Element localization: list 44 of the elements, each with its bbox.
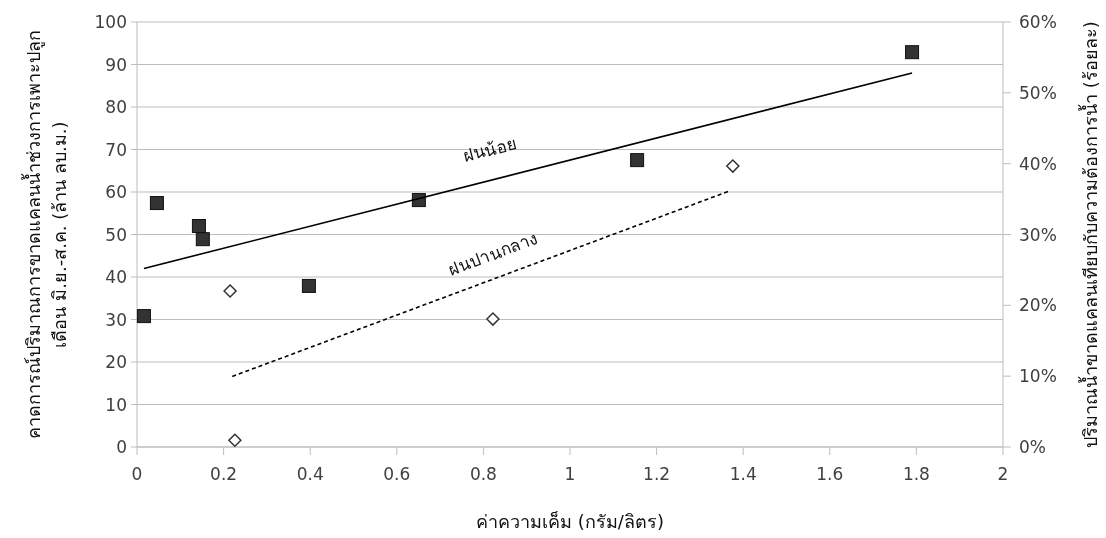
annotation: ฝนน้อย [461,133,519,166]
x-axis-title: ค่าความเค็ม (กรัม/ลิตร) [476,510,664,532]
point [301,278,316,293]
y2-tick-label: 20% [1019,295,1057,316]
x-tick-label: 0.8 [469,464,497,484]
y2-tick-label: 30% [1019,224,1057,245]
y-tick-label: 90 [105,54,127,75]
x-tick-label: 1.4 [729,464,757,484]
point [191,219,206,233]
y-tick-label: 0 [116,437,127,457]
y-tick-label: 70 [105,139,127,160]
y-tick-label: 50 [105,224,127,245]
point [228,433,242,447]
y-tick-label: 60 [105,182,127,202]
y2-tick-label: 10% [1019,366,1057,387]
x-tick-label: 1 [564,464,576,484]
x-tick-label: 1.6 [816,464,844,484]
x-tick-label: 0.4 [296,464,324,484]
x-tick-label: 1.2 [643,464,671,484]
x-tick-label: 1.8 [902,464,930,484]
x-tick-label: 0.6 [383,464,411,484]
y-tick-label: 20 [105,352,127,372]
y2-tick-label: 0% [1019,437,1046,457]
x-tick-label: 0.2 [210,464,238,484]
y-tick-label: 40 [105,267,127,287]
y2-tick-label: 60% [1019,12,1057,32]
y-tick-label: 100 [94,12,127,32]
y-tick-label: 10 [105,394,127,415]
y2-tick-label: 50% [1019,82,1057,103]
point [905,45,920,60]
y2-tick-label: 40% [1019,153,1057,174]
y-tick-label: 30 [105,309,127,330]
point [149,196,164,211]
point [136,309,151,324]
point [223,284,237,298]
point [195,232,210,247]
x-tick-label: 2 [997,464,1009,484]
point [630,153,645,168]
y-axis-title: คาดการณ์ปริมาณการขาดแคลนน้ำช่วงการเพาะปลูก เดือน มิ.ย.-ส.ค. (ล้าน ลบ.ม.) [21,30,70,439]
point [486,312,500,326]
y-tick-label: 80 [105,97,127,117]
y2-axis-title: ปริมาณน้ำขาดแคลนเทียบกับความต้องการน้ำ (ร้อยละ) [1078,21,1101,448]
x-tick-label: 0 [131,464,143,484]
point [726,159,740,173]
